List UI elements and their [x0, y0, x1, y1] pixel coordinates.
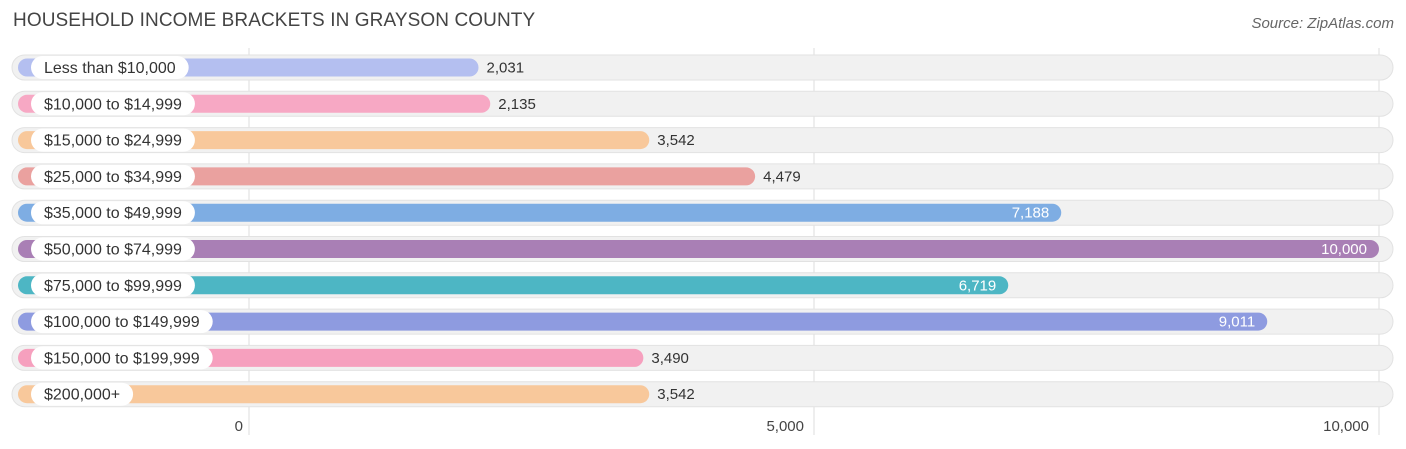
tick-label: 10,000 — [1323, 418, 1369, 435]
category-label: $200,000+ — [44, 387, 120, 404]
tick-label: 0 — [235, 418, 243, 435]
value-label: 3,542 — [657, 386, 695, 403]
category-label: $25,000 to $34,999 — [44, 169, 182, 186]
category-label: $10,000 to $14,999 — [44, 96, 182, 113]
category-label: Less than $10,000 — [44, 60, 176, 77]
bar[interactable] — [18, 167, 756, 186]
category-label: $150,000 to $199,999 — [44, 350, 200, 367]
value-label: 9,011 — [1219, 314, 1255, 331]
category-label-pill — [31, 346, 213, 370]
value-label: 3,490 — [651, 350, 689, 367]
category-label-pill — [31, 273, 195, 297]
category-label: $15,000 to $24,999 — [44, 133, 182, 150]
category-label: $75,000 to $99,999 — [44, 278, 182, 295]
value-label: 6,719 — [959, 277, 997, 294]
source-note: Source: ZipAtlas.com — [1251, 15, 1394, 32]
value-label: 10,000 — [1321, 241, 1367, 258]
bar[interactable] — [18, 312, 1268, 331]
category-label-pill — [31, 128, 195, 152]
category-label: $35,000 to $49,999 — [44, 205, 182, 222]
category-label-pill — [31, 310, 213, 334]
bar[interactable] — [18, 385, 650, 404]
category-label-pill — [31, 164, 195, 188]
category-label: $50,000 to $74,999 — [44, 242, 182, 259]
bar[interactable] — [18, 276, 1009, 295]
x-axis: 0 5,000 10,000 — [235, 418, 1369, 435]
category-label-pill — [31, 382, 134, 406]
value-label: 7,188 — [1012, 205, 1050, 222]
tick-label: 5,000 — [766, 418, 804, 435]
bars-layer: Less than $10,000 2,031 $10,000 to $14,999… — [11, 54, 1394, 408]
category-label: $100,000 to $149,999 — [44, 314, 200, 331]
bar[interactable] — [18, 240, 1379, 258]
bar[interactable] — [18, 203, 1062, 222]
category-label-pill — [31, 56, 189, 79]
category-label-pill — [31, 92, 195, 116]
value-label: 2,031 — [487, 60, 525, 77]
value-label: 4,479 — [763, 168, 801, 185]
category-label-pill — [31, 237, 195, 261]
value-label: 3,542 — [657, 132, 695, 149]
category-label-pill — [31, 201, 195, 225]
value-label: 2,135 — [498, 96, 536, 113]
chart-title: HOUSEHOLD INCOME BRACKETS IN GRAYSON COU… — [13, 10, 536, 31]
